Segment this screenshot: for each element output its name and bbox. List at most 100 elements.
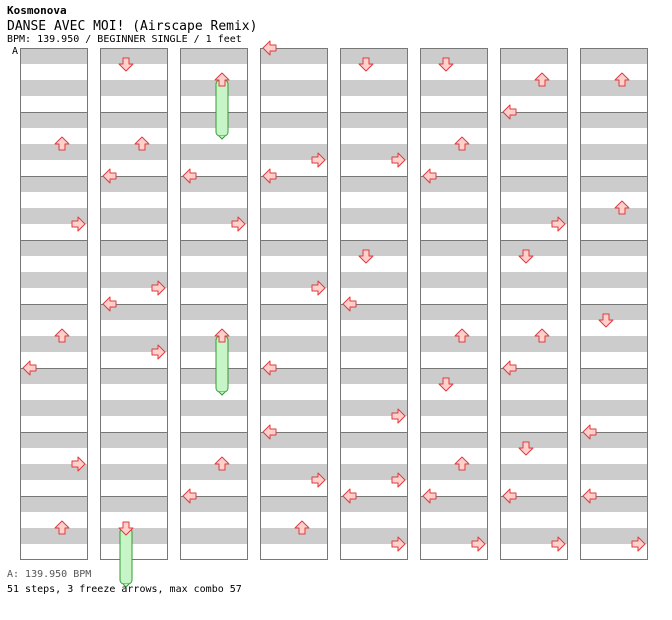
arrow-right-icon [631,536,646,552]
beat-stripe [260,544,328,560]
beat-stripe [340,208,408,224]
beat-stripe [420,192,488,208]
arrow-right-icon [311,280,326,296]
arrow-right-icon [391,536,406,552]
chart-column [340,48,408,560]
beat-stripe [420,544,488,560]
beat-stripe [180,480,248,496]
beat-stripe [100,336,168,352]
beat-stripe [420,272,488,288]
beat-stripe [420,64,488,80]
freeze-arrow-head-up-icon [214,328,230,343]
beat-stripe [340,432,408,448]
arrow-down-icon [438,377,454,392]
arrow-left-icon [502,360,517,376]
beat-stripe [500,64,568,80]
arrow-right-icon [71,456,86,472]
beat-stripe [100,512,168,528]
beat-stripe [180,528,248,544]
beat-stripe [180,320,248,336]
beat-stripe [260,416,328,432]
beat-stripe [180,272,248,288]
beat-stripe [580,176,648,192]
beat-stripe [180,304,248,320]
beat-stripe [20,528,88,544]
beat-stripe [420,512,488,528]
beat-stripe [580,480,648,496]
column-border [180,48,248,560]
beat-stripe [20,384,88,400]
beat-stripe [580,256,648,272]
beat-stripe [420,160,488,176]
beat-stripe [580,80,648,96]
beat-stripe [260,464,328,480]
beat-stripe [580,208,648,224]
arrow-up-icon [134,136,150,151]
beat-stripe [340,480,408,496]
beat-stripe [20,544,88,560]
arrow-left-icon [262,168,277,184]
beat-stripe [20,64,88,80]
arrow-right-icon [311,472,326,488]
beat-stripe [500,48,568,64]
beat-stripe [180,144,248,160]
beat-stripe [340,48,408,64]
beat-stripe [420,304,488,320]
arrow-left-icon [182,168,197,184]
arrow-right-icon [311,152,326,168]
beat-stripe [580,368,648,384]
beat-stripe [500,240,568,256]
beat-stripe [100,176,168,192]
beat-stripe [180,512,248,528]
beat-stripe [500,464,568,480]
beat-stripe [340,64,408,80]
song-artist: Kosmonova [7,4,67,17]
arrow-left-icon [422,168,437,184]
beat-stripe [100,48,168,64]
beat-stripe [580,64,648,80]
beat-stripe [100,192,168,208]
arrow-down-icon [518,249,534,264]
beat-stripe [180,400,248,416]
beat-stripe [340,336,408,352]
arrow-left-icon [102,296,117,312]
beat-stripe [20,176,88,192]
beat-stripe [420,208,488,224]
beat-stripe [180,256,248,272]
beat-stripe [20,336,88,352]
beat-stripe [100,496,168,512]
beat-stripe [500,448,568,464]
arrow-left-icon [22,360,37,376]
arrow-right-icon [391,408,406,424]
beat-stripe [260,112,328,128]
footer-stats: 51 steps, 3 freeze arrows, max combo 57 [7,584,242,595]
beat-stripe [340,128,408,144]
beat-stripe [100,272,168,288]
beat-stripe [20,128,88,144]
beat-stripe [100,320,168,336]
arrow-up-icon [534,328,550,343]
beat-stripe [100,400,168,416]
beat-stripe [420,400,488,416]
beat-stripe [100,544,168,560]
beat-stripe [180,432,248,448]
beat-stripe [260,176,328,192]
beat-stripe [580,144,648,160]
beat-stripe [500,256,568,272]
arrow-right-icon [551,216,566,232]
beat-stripe [100,160,168,176]
beat-stripe [100,80,168,96]
beat-stripe [340,96,408,112]
column-border [500,48,568,560]
beat-stripe [500,368,568,384]
beat-stripe [180,64,248,80]
arrow-left-icon [262,360,277,376]
beat-stripe [500,304,568,320]
beat-stripe [500,96,568,112]
beat-stripe [180,448,248,464]
beat-stripe [340,496,408,512]
beat-stripe [500,544,568,560]
beat-stripe [260,336,328,352]
beat-stripe [180,160,248,176]
beat-stripe [580,496,648,512]
